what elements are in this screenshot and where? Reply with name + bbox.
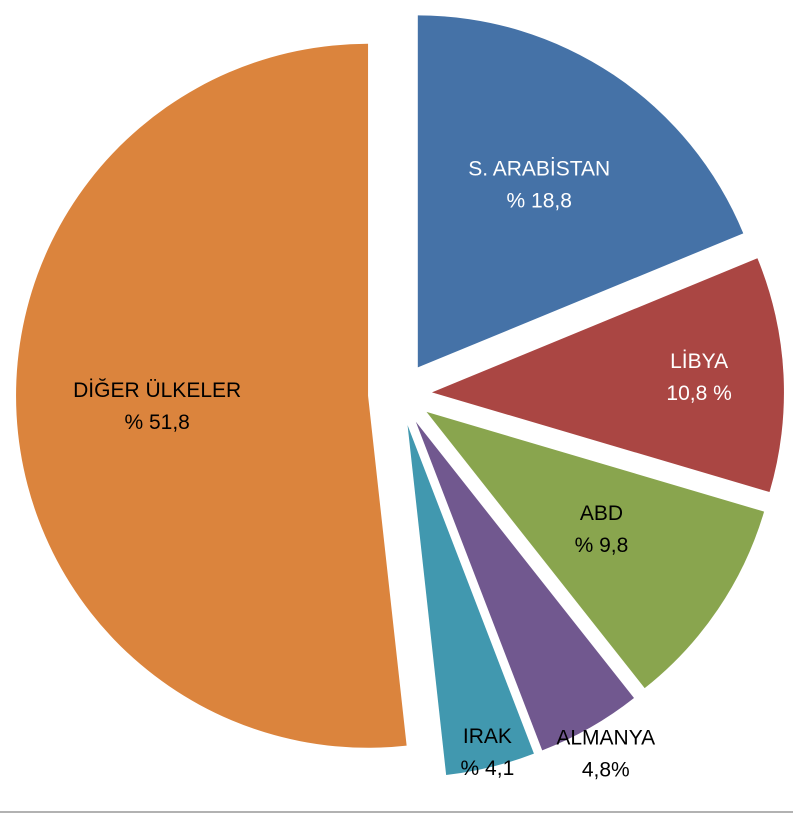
pie-slice — [407, 425, 534, 775]
slice-label: DİĞER ÜLKELER — [73, 379, 241, 402]
slice-label: S. ARABİSTAN — [468, 158, 610, 181]
pie-slice — [431, 258, 784, 493]
slice-value-label: % 18,8 — [507, 190, 572, 213]
slice-value-label: 10,8 % — [666, 382, 731, 405]
pie-slice — [16, 43, 407, 748]
slice-value-label: % 51,8 — [124, 411, 189, 434]
slice-label: ABD — [580, 502, 623, 525]
slice-value-label: 4,8% — [582, 759, 630, 782]
pie-slice — [417, 15, 744, 368]
slice-value-label: % 4,1 — [461, 757, 515, 780]
pie-slice — [426, 411, 765, 689]
slice-value-label: % 9,8 — [575, 534, 629, 557]
slice-label: IRAK — [463, 725, 512, 748]
slice-label: LİBYA — [670, 350, 728, 373]
pie-slice — [415, 421, 635, 751]
slice-label: ALMANYA — [556, 727, 655, 750]
